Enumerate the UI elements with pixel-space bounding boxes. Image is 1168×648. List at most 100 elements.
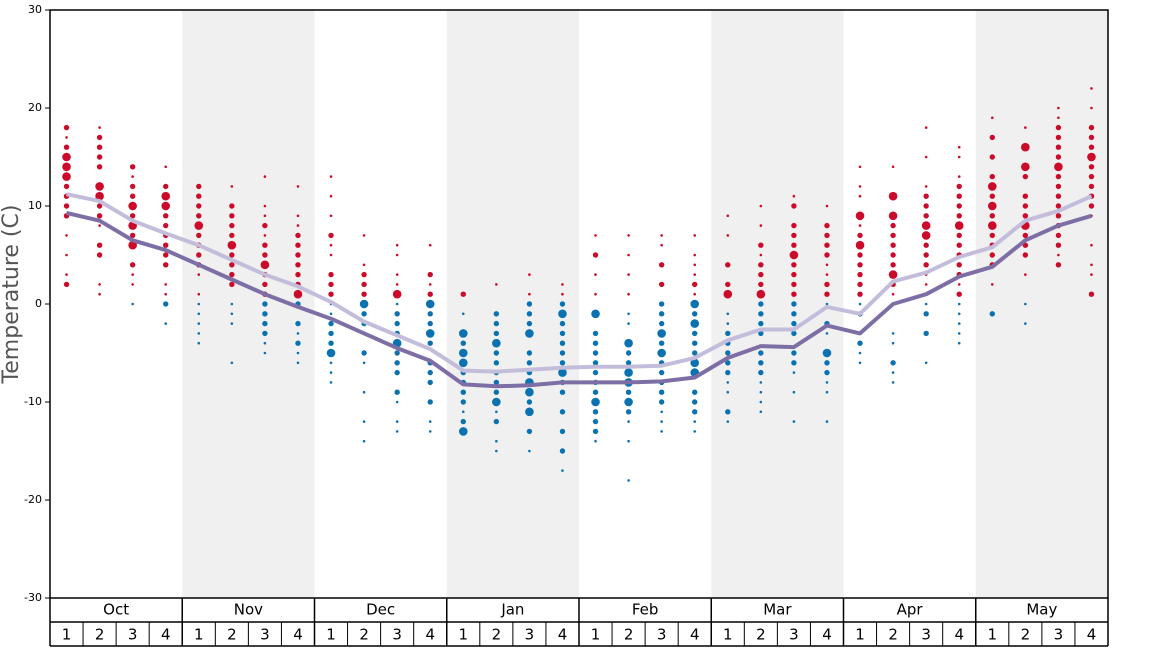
temperature-dot	[726, 381, 730, 384]
temperature-dot	[1088, 291, 1095, 297]
temperature-dot	[792, 390, 796, 394]
temperature-dot	[758, 360, 764, 366]
temperature-dot	[758, 271, 764, 278]
temperature-dot	[857, 271, 863, 278]
temperature-dot	[891, 292, 895, 296]
temperature-dot	[592, 409, 599, 415]
temperature-dot	[989, 193, 995, 199]
temperature-dot	[528, 292, 531, 296]
temperature-dot	[825, 302, 829, 306]
temperature-dot	[989, 252, 995, 258]
temperature-dot	[559, 350, 566, 356]
temperature-dot	[65, 136, 68, 139]
temperature-dot	[891, 165, 895, 169]
temperature-dot	[95, 182, 104, 191]
month-label: Dec	[366, 601, 395, 619]
temperature-dot	[858, 302, 862, 306]
temperature-dot	[163, 252, 169, 258]
month-label: May	[1026, 601, 1057, 619]
temperature-dot	[196, 232, 202, 239]
y-tick-label: 0	[35, 297, 42, 310]
temperature-dot	[229, 271, 235, 278]
temperature-dot	[559, 428, 566, 435]
temperature-dot	[525, 387, 534, 397]
temperature-dot	[262, 330, 268, 337]
temperature-dot	[328, 281, 334, 288]
temperature-dot	[924, 302, 928, 306]
temperature-dot	[594, 234, 597, 237]
temperature-dot	[561, 292, 564, 296]
temperature-dot	[262, 320, 268, 327]
temperature-dot	[758, 301, 764, 307]
temperature-dot	[493, 350, 500, 356]
temperature-dot	[957, 312, 961, 316]
temperature-dot	[296, 214, 300, 218]
temperature-dot	[592, 340, 599, 346]
temperature-dot	[296, 224, 300, 227]
week-label: 4	[425, 626, 435, 644]
temperature-dot	[295, 252, 301, 258]
week-label: 1	[723, 626, 733, 644]
temperature-dot	[1022, 173, 1029, 180]
temperature-dot	[758, 311, 764, 317]
temperature-dot	[758, 242, 764, 248]
temperature-dot	[791, 350, 797, 356]
temperature-dot	[98, 292, 101, 296]
temperature-dot	[263, 204, 267, 208]
temperature-dot	[493, 360, 500, 366]
temperature-dot	[658, 369, 665, 376]
temperature-dot	[495, 283, 498, 286]
temperature-dot	[594, 439, 597, 443]
temperature-dot	[759, 400, 763, 404]
temperature-dot	[658, 281, 665, 288]
temperature-dot	[1022, 252, 1029, 258]
temperature-dot	[957, 332, 961, 335]
month-label: Mar	[763, 601, 792, 619]
temperature-dot	[725, 369, 731, 376]
week-label: 2	[95, 626, 105, 644]
temperature-dot	[890, 360, 896, 366]
temperature-dot	[924, 126, 928, 129]
temperature-dot	[558, 368, 567, 377]
temperature-dot	[890, 242, 896, 248]
temperature-dot	[460, 340, 466, 346]
temperature-dot	[791, 301, 797, 307]
temperature-dot	[128, 201, 137, 211]
temperature-dot	[857, 281, 863, 288]
temperature-dot	[592, 330, 599, 337]
temperature-dot	[723, 289, 733, 299]
temperature-dot	[63, 144, 70, 150]
temperature-dot	[63, 183, 70, 190]
temperature-dot	[559, 340, 566, 346]
temperature-dot	[1088, 203, 1095, 209]
temperature-dot	[825, 390, 829, 394]
temperature-dot	[526, 399, 533, 405]
temperature-dot	[627, 479, 630, 482]
temperature-dot	[559, 360, 566, 366]
temperature-dot	[726, 322, 730, 325]
temperature-dot	[63, 281, 70, 288]
temperature-dot	[924, 361, 928, 365]
week-label: 1	[194, 626, 204, 644]
temperature-dot	[329, 381, 333, 384]
temperature-dot	[362, 420, 366, 423]
temperature-line	[66, 192, 1093, 374]
temperature-dot	[493, 389, 500, 395]
temperature-dot	[692, 281, 698, 288]
temperature-dot	[362, 263, 366, 267]
temperature-dot	[96, 134, 103, 141]
temperature-dot	[954, 221, 964, 230]
temperature-dot	[460, 291, 466, 297]
temperature-dot	[923, 252, 929, 258]
week-label: 2	[492, 626, 502, 644]
temperature-dot	[824, 232, 830, 239]
temperature-dot	[890, 262, 896, 268]
temperature-dot	[164, 283, 168, 286]
temperature-dot	[428, 420, 432, 423]
temperature-dot	[329, 371, 333, 374]
week-label: 4	[1087, 626, 1097, 644]
temperature-dot	[263, 341, 267, 345]
temperature-dot	[627, 253, 630, 257]
temperature-dot	[890, 222, 896, 229]
temperature-dot	[558, 309, 567, 319]
